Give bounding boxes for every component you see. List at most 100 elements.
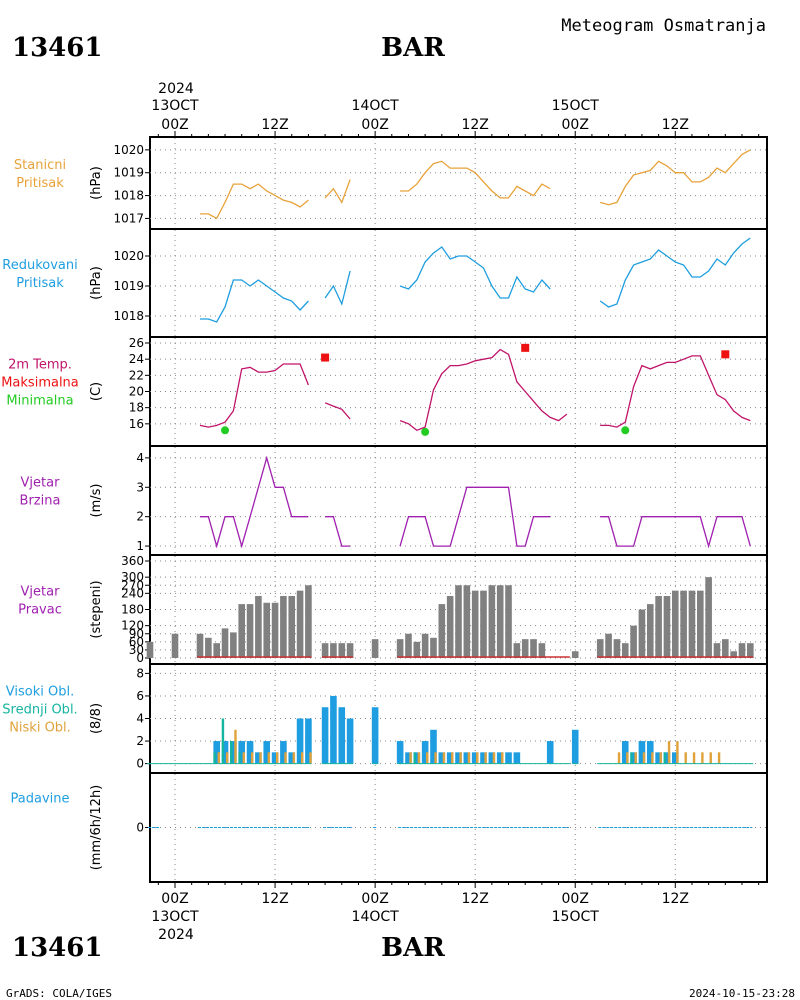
wind-direction-bar xyxy=(280,596,287,658)
y-tick-label: 0 xyxy=(136,651,144,665)
cloud-bar-high xyxy=(671,752,679,764)
series-line xyxy=(600,149,751,206)
wind-direction-bar xyxy=(513,643,521,658)
station-id-bottom: 13461 xyxy=(12,933,102,963)
wind-direction-bar xyxy=(296,590,304,658)
series-line xyxy=(200,455,309,549)
series-line xyxy=(599,237,751,308)
cloud-bar-low xyxy=(267,752,271,764)
y-tick-label: 60 xyxy=(129,635,144,649)
cloud-bar-high xyxy=(288,752,296,764)
station-name-bottom: BAR xyxy=(381,933,445,963)
cloud-bar-high xyxy=(646,741,654,764)
cloud-bar-low xyxy=(292,752,296,764)
tmax-marker xyxy=(521,343,530,352)
cloud-bar-low xyxy=(409,752,412,764)
panel-label: Pritisak xyxy=(16,176,64,191)
cloud-bar-low xyxy=(701,752,704,764)
cloud-bar-high xyxy=(296,718,304,764)
series-line xyxy=(399,246,551,299)
wind-direction-bar xyxy=(196,633,204,658)
cloud-bar-high xyxy=(213,741,221,764)
cloud-bar-mid xyxy=(413,752,416,764)
panel-station_pressure: 1017 1018 1019 1020 (hPa) Stanicni Pritisak xyxy=(14,136,768,230)
wind-direction-bar xyxy=(271,602,279,658)
wind-direction-bar xyxy=(488,585,496,658)
panel-reduced_pressure: 1018 1019 1020 (hPa) Redukovani Pritisak xyxy=(2,228,768,338)
bottom-midday-label: 12Z xyxy=(261,891,288,907)
panel-frame xyxy=(149,136,768,230)
y-axis-label: (8/8) xyxy=(89,703,104,734)
cloud-bar-low xyxy=(617,752,621,764)
footer-credit: GrADS: COLA/IGES xyxy=(6,987,112,1000)
bottom-year-label: 2024 xyxy=(158,927,194,943)
wind-direction-bar xyxy=(530,639,537,658)
cloud-bar-low xyxy=(709,752,712,764)
cloud-bar-low xyxy=(242,752,246,764)
y-tick-label: 1018 xyxy=(113,189,144,203)
series-line xyxy=(324,402,351,420)
wind-direction-bar xyxy=(438,604,446,658)
wind-direction-bar xyxy=(330,643,337,658)
chart-title: Meteogram Osmatranja xyxy=(561,16,766,36)
top-hour-label: 00Z xyxy=(562,117,589,133)
y-tick-label: 4 xyxy=(136,712,144,726)
top-midday-label: 12Z xyxy=(461,117,488,133)
wind-direction-bar xyxy=(205,637,212,658)
top-day-label: 13OCT xyxy=(151,98,199,114)
y-tick-label: 90 xyxy=(129,627,144,641)
wind-direction-bar xyxy=(496,585,504,658)
series-line xyxy=(324,179,351,204)
cloud-bar-high xyxy=(571,729,579,764)
wind-direction-bar xyxy=(646,604,654,658)
cloud-bar-high xyxy=(221,741,229,764)
cloud-bar-high xyxy=(246,741,254,764)
cloud-bar-high xyxy=(305,718,312,764)
tmin-marker xyxy=(621,426,630,435)
panel-label: Minimalna xyxy=(6,394,73,409)
cloud-bar-high xyxy=(238,741,246,764)
cloud-bar-high xyxy=(271,752,279,764)
cloud-bar-mid xyxy=(230,741,233,764)
panel-clouds: 0 2 4 6 8 (8/8) Visoki Obl. Srednji Obl. Niski O… xyxy=(2,663,768,774)
panel-label: Srednji Obl. xyxy=(2,703,77,718)
wind-direction-bar xyxy=(171,633,179,658)
cloud-bar-high xyxy=(663,752,671,764)
panel-label: Pravac xyxy=(18,603,62,618)
y-axis-label: (hPa) xyxy=(89,166,104,200)
y-tick-label: 6 xyxy=(136,689,144,703)
y-tick-label: 4 xyxy=(136,451,144,465)
y-tick-label: 22 xyxy=(129,368,144,382)
cloud-bar-high xyxy=(488,752,496,764)
cloud-bar-high xyxy=(421,741,429,764)
cloud-bar-mid xyxy=(213,752,216,764)
y-tick-label: 240 xyxy=(121,586,144,600)
top-midday-label: 12Z xyxy=(261,117,288,133)
cloud-bar-low xyxy=(634,752,637,764)
y-axis-label: (stepeni) xyxy=(89,580,104,638)
wind-direction-bar xyxy=(738,643,746,658)
bottom-midday-label: 12Z xyxy=(461,891,488,907)
wind-direction-bar xyxy=(413,641,421,658)
wind-direction-bar xyxy=(146,641,154,658)
wind-direction-bar xyxy=(596,639,604,658)
panel-label: Padavine xyxy=(11,792,70,807)
wind-direction-bar xyxy=(421,633,429,658)
cloud-bar-high xyxy=(396,741,404,764)
series-line xyxy=(600,516,751,549)
cloud-bar-low xyxy=(667,741,671,764)
station-id-top: 13461 xyxy=(12,33,102,63)
wind-direction-bar xyxy=(455,585,462,658)
cloud-bar-high xyxy=(263,741,271,764)
tmax-marker xyxy=(321,353,330,362)
y-axis-label: (hPa) xyxy=(89,266,104,300)
cloud-bar-high xyxy=(438,752,446,764)
cloud-bar-high xyxy=(621,741,629,764)
cloud-bar-high xyxy=(230,741,237,764)
cloud-bar-high xyxy=(430,729,437,764)
panel-label: 2m Temp. xyxy=(8,358,72,373)
tmin-marker xyxy=(421,427,430,436)
cloud-bar-mid xyxy=(663,752,667,764)
top-day-label: 14OCT xyxy=(352,98,400,114)
